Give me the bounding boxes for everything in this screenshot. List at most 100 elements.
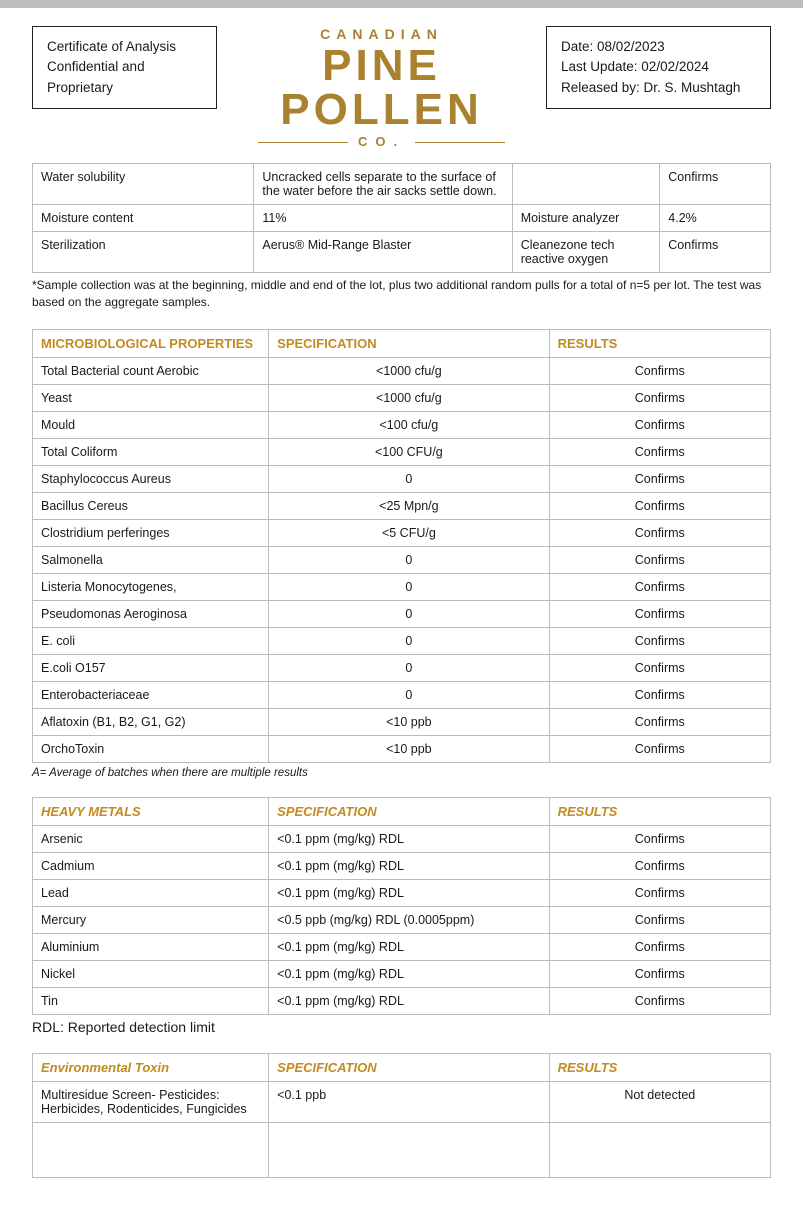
cell-sterilization-method: Cleanezone tech reactive oxygen — [512, 232, 660, 273]
cell-water-solubility-result: Confirms — [660, 164, 771, 205]
microbiological-footnote: A= Average of batches when there are mul… — [32, 767, 771, 779]
general-table-body: Water solubility Uncracked cells separat… — [33, 164, 771, 273]
table-row: Enterobacteriaceae 0 Confirms — [33, 681, 771, 708]
micro-row-13-spec: <10 ppb — [269, 708, 549, 735]
env-toxin-row-0-label: Multiresidue Screen- Pesticides: Herbici… — [33, 1081, 269, 1122]
micro-row-9-spec: 0 — [269, 600, 549, 627]
table-row: Staphylococcus Aureus 0 Confirms — [33, 465, 771, 492]
hm-row-3-label: Mercury — [33, 906, 269, 933]
environmental-toxin-table-head: Environmental Toxin SPECIFICATION RESULT… — [33, 1053, 771, 1081]
hm-row-5-result: Confirms — [549, 960, 770, 987]
micro-row-3-spec: <100 CFU/g — [269, 438, 549, 465]
hm-row-6-label: Tin — [33, 987, 269, 1014]
micro-row-4-spec: 0 — [269, 465, 549, 492]
micro-row-6-label: Clostridium perferinges — [33, 519, 269, 546]
table-row: Yeast <1000 cfu/g Confirms — [33, 384, 771, 411]
brand-logo: CANADIAN PINE POLLEN CO. — [217, 26, 546, 149]
table-row: Total Bacterial count Aerobic <1000 cfu/g… — [33, 357, 771, 384]
table-row: Mould <100 cfu/g Confirms — [33, 411, 771, 438]
micro-row-7-result: Confirms — [549, 546, 770, 573]
micro-row-3-result: Confirms — [549, 438, 770, 465]
micro-row-2-spec: <100 cfu/g — [269, 411, 549, 438]
header-left-line2: Confidential and — [47, 57, 202, 77]
micro-row-2-label: Mould — [33, 411, 269, 438]
date-line: Date: 08/02/2023 — [561, 37, 756, 57]
hm-row-5-label: Nickel — [33, 960, 269, 987]
micro-row-10-result: Confirms — [549, 627, 770, 654]
micro-row-3-label: Total Coliform — [33, 438, 269, 465]
heavy-metals-table-body: Arsenic <0.1 ppm (mg/kg) RDL Confirms Cadm… — [33, 825, 771, 1014]
heavy-metals-header-spec: SPECIFICATION — [269, 797, 549, 825]
micro-row-12-result: Confirms — [549, 681, 770, 708]
micro-row-2-result: Confirms — [549, 411, 770, 438]
micro-row-14-label: OrchoToxin — [33, 735, 269, 762]
microbiological-table: MICROBIOLOGICAL PROPERTIES SPECIFICATION… — [32, 329, 771, 763]
microbiological-header-result: RESULTS — [549, 329, 770, 357]
micro-row-0-label: Total Bacterial count Aerobic — [33, 357, 269, 384]
sample-collection-note: *Sample collection was at the beginning,… — [32, 277, 771, 311]
table-row: E.coli O157 0 Confirms — [33, 654, 771, 681]
micro-row-8-label: Listeria Monocytogenes, — [33, 573, 269, 600]
table-row: Total Coliform <100 CFU/g Confirms — [33, 438, 771, 465]
table-row: Aluminium <0.1 ppm (mg/kg) RDL Confirms — [33, 933, 771, 960]
brand-main-text: PINE POLLEN — [217, 44, 546, 132]
table-row: Listeria Monocytogenes, 0 Confirms — [33, 573, 771, 600]
micro-row-5-label: Bacillus Cereus — [33, 492, 269, 519]
general-properties-table: Water solubility Uncracked cells separat… — [32, 163, 771, 273]
micro-row-6-spec: <5 CFU/g — [269, 519, 549, 546]
env-toxin-spacer-row — [33, 1122, 771, 1177]
hm-row-4-label: Aluminium — [33, 933, 269, 960]
micro-row-11-spec: 0 — [269, 654, 549, 681]
table-row: Cadmium <0.1 ppm (mg/kg) RDL Confirms — [33, 852, 771, 879]
table-row: Sterilization Aerus® Mid-Range Blaster C… — [33, 232, 771, 273]
table-row: Mercury <0.5 ppb (mg/kg) RDL (0.0005ppm) C… — [33, 906, 771, 933]
micro-row-4-label: Staphylococcus Aureus — [33, 465, 269, 492]
header-section: Certificate of Analysis Confidential and… — [32, 26, 771, 149]
micro-row-14-result: Confirms — [549, 735, 770, 762]
micro-row-1-spec: <1000 cfu/g — [269, 384, 549, 411]
top-decoration-bar — [0, 0, 803, 8]
brand-bottom-text: CO. — [217, 134, 546, 149]
table-row: Bacillus Cereus <25 Mpn/g Confirms — [33, 492, 771, 519]
hm-row-0-label: Arsenic — [33, 825, 269, 852]
micro-row-12-spec: 0 — [269, 681, 549, 708]
cell-water-solubility-label: Water solubility — [33, 164, 254, 205]
header-left-line3: Proprietary — [47, 78, 202, 98]
cell-sterilization-result: Confirms — [660, 232, 771, 273]
header-left-line1: Certificate of Analysis — [47, 37, 202, 57]
micro-row-9-label: Pseudomonas Aeroginosa — [33, 600, 269, 627]
table-row: E. coli 0 Confirms — [33, 627, 771, 654]
table-row: Arsenic <0.1 ppm (mg/kg) RDL Confirms — [33, 825, 771, 852]
env-toxin-header-property: Environmental Toxin — [33, 1053, 269, 1081]
heavy-metals-header-property: HEAVY METALS — [33, 797, 269, 825]
micro-row-4-result: Confirms — [549, 465, 770, 492]
brand-top-text: CANADIAN — [217, 26, 546, 42]
table-row: Clostridium perferinges <5 CFU/g Confirms — [33, 519, 771, 546]
cell-moisture-result: 4.2% — [660, 205, 771, 232]
hm-row-1-result: Confirms — [549, 852, 770, 879]
microbiological-table-body: Total Bacterial count Aerobic <1000 cfu/g… — [33, 357, 771, 762]
date-info-box: Date: 08/02/2023 Last Update: 02/02/2024… — [546, 26, 771, 109]
cell-moisture-label: Moisture content — [33, 205, 254, 232]
micro-row-8-spec: 0 — [269, 573, 549, 600]
table-row: Moisture content 11% Moisture analyzer 4… — [33, 205, 771, 232]
hm-row-3-result: Confirms — [549, 906, 770, 933]
table-row: Pseudomonas Aeroginosa 0 Confirms — [33, 600, 771, 627]
released-by-line: Released by: Dr. S. Mushtagh — [561, 78, 756, 98]
cell-moisture-method: Moisture analyzer — [512, 205, 660, 232]
micro-row-5-spec: <25 Mpn/g — [269, 492, 549, 519]
micro-row-6-result: Confirms — [549, 519, 770, 546]
micro-row-0-spec: <1000 cfu/g — [269, 357, 549, 384]
hm-row-1-label: Cadmium — [33, 852, 269, 879]
table-row: Multiresidue Screen- Pesticides: Herbici… — [33, 1081, 771, 1122]
table-row: Nickel <0.1 ppm (mg/kg) RDL Confirms — [33, 960, 771, 987]
environmental-toxin-table-body: Multiresidue Screen- Pesticides: Herbici… — [33, 1081, 771, 1177]
hm-row-6-result: Confirms — [549, 987, 770, 1014]
micro-row-13-result: Confirms — [549, 708, 770, 735]
confidentiality-box: Certificate of Analysis Confidential and… — [32, 26, 217, 109]
micro-row-7-spec: 0 — [269, 546, 549, 573]
env-toxin-header-result: RESULTS — [549, 1053, 770, 1081]
heavy-metals-table-head: HEAVY METALS SPECIFICATION RESULTS — [33, 797, 771, 825]
micro-row-5-result: Confirms — [549, 492, 770, 519]
hm-row-5-spec: <0.1 ppm (mg/kg) RDL — [269, 960, 549, 987]
